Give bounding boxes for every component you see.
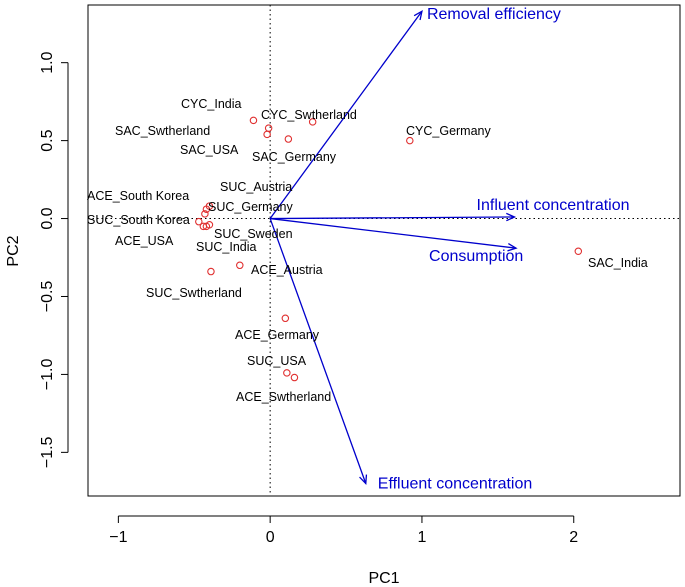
point-label: SUC_Swtherland <box>146 286 242 300</box>
score-point <box>236 261 244 270</box>
score-point <box>202 205 211 213</box>
point-label: CYC_Germany <box>406 124 491 138</box>
point-label: CYC_India <box>181 97 241 111</box>
loading-arrow-head <box>507 242 518 252</box>
point-label: SUC_Germany <box>208 200 293 214</box>
score-point <box>201 210 209 218</box>
loading-label: Consumption <box>429 248 523 265</box>
y-tick-label: 0.0 <box>39 207 56 229</box>
score-point <box>199 222 208 231</box>
point-label: ACE_Swtherland <box>236 390 331 404</box>
y-tick-label: −0.5 <box>39 281 56 313</box>
score-point <box>574 247 583 256</box>
plot-frame <box>87 4 681 497</box>
loading-arrow <box>269 218 367 484</box>
point-label: SUC_Sweden <box>214 227 293 241</box>
loading-arrow <box>270 217 517 249</box>
point-labels: CYC_India CYC_Swtherland SAC_Swtherland SAC… <box>87 97 648 404</box>
point-label: ACE_USA <box>115 234 174 248</box>
x-tick-label: 0 <box>266 529 275 546</box>
loading-label: Influent concentration <box>477 197 630 214</box>
score-point <box>283 369 291 377</box>
loading-vectors: Removal efficiency Influent concentration… <box>269 6 630 493</box>
x-tick-label: −1 <box>109 529 127 546</box>
point-label: CYC_Swtherland <box>261 108 357 122</box>
y-tick-label: −1.0 <box>39 359 56 391</box>
reference-lines <box>88 5 680 496</box>
point-label: SUC_USA <box>247 354 307 368</box>
point-label: SAC_India <box>588 256 648 270</box>
score-point <box>207 267 215 276</box>
loading-arrow-head <box>359 474 368 486</box>
point-label: SUC_India <box>196 240 256 254</box>
point-label: ACE_Germany <box>235 328 320 342</box>
loading-arrow-head <box>413 9 423 21</box>
loading-arrow <box>269 10 423 219</box>
score-points <box>195 116 583 382</box>
loading-label: Effluent concentration <box>378 476 532 493</box>
score-point <box>264 124 273 132</box>
point-label: SAC_Germany <box>252 150 337 164</box>
point-label: SAC_Swtherland <box>115 124 210 138</box>
x-tick-label: 2 <box>569 529 578 546</box>
score-point <box>290 373 299 382</box>
score-point <box>406 136 414 145</box>
score-point <box>281 314 290 323</box>
point-label: SAC_USA <box>180 143 239 157</box>
loading-arrow-head <box>506 212 517 222</box>
y-tick-label: 1.0 <box>39 51 56 73</box>
x-axis-title: PC1 <box>368 570 399 587</box>
point-label: SUC_Austria <box>220 180 292 194</box>
point-label: ACE_South Korea <box>87 189 189 203</box>
loading-label: Removal efficiency <box>427 6 561 23</box>
score-point <box>263 130 271 139</box>
score-point <box>195 217 203 226</box>
x-tick-label: 1 <box>417 529 426 546</box>
y-axis-title: PC2 <box>5 235 22 266</box>
axes: −1 0 1 2 1.0 0.5 0.0 −0.5 −1.0 −1.5 <box>39 51 578 546</box>
score-point <box>249 116 258 125</box>
score-point <box>284 135 293 143</box>
score-point <box>308 118 317 126</box>
point-label: ACE_Austria <box>251 263 323 277</box>
y-tick-label: −1.5 <box>39 436 56 468</box>
y-tick-label: 0.5 <box>39 129 56 151</box>
loading-arrow <box>270 216 515 220</box>
point-label: SUC_South Korea <box>87 213 190 227</box>
score-point <box>202 222 211 231</box>
